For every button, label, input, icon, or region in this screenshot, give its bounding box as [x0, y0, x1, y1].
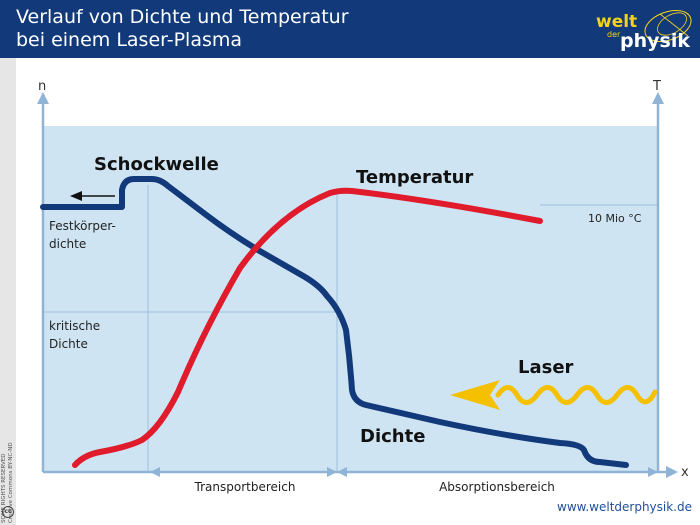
- page-title-line-2: bei einem Laser-Plasma: [16, 29, 243, 51]
- density-curve: [40, 176, 629, 468]
- absorption-region-left-arrow-icon: [337, 467, 347, 477]
- header-bar: Verlauf von Dichte und Temperatur bei ei…: [0, 0, 700, 58]
- transport-region-label: Transportbereich: [194, 480, 296, 494]
- shockwave-arrow-head-icon: [70, 191, 82, 201]
- laser-arrow-icon: [450, 380, 500, 410]
- cc-icon[interactable]: cc: [2, 506, 14, 518]
- transport-region-left-arrow-icon: [150, 467, 160, 477]
- left-axis-arrow-icon: [37, 92, 49, 104]
- critical-density-label-line-2: Dichte: [49, 337, 88, 351]
- diagram-background: [43, 126, 658, 472]
- axis-right-label: T: [652, 79, 661, 94]
- laser-wave: [495, 385, 658, 405]
- logo-text-physik: physik: [620, 30, 690, 52]
- shockwave-label: Schockwelle: [94, 154, 219, 175]
- laser-label: Laser: [518, 357, 574, 378]
- page-title-line-1: Verlauf von Dichte und Temperatur: [16, 6, 349, 28]
- solid-density-label-line-1: Festkörper-: [49, 219, 116, 233]
- transport-region-right-arrow-icon: [327, 467, 337, 477]
- axis-x-label: x: [681, 465, 689, 480]
- absorption-region-right-arrow-icon: [648, 467, 658, 477]
- critical-density-label-line-1: kritische: [49, 319, 100, 333]
- license-strip: [0, 58, 16, 525]
- absorption-region-label: Absorptionsbereich: [439, 480, 555, 494]
- welt-der-physik-logo[interactable]: welt der physik: [588, 2, 696, 56]
- logo-text-welt: welt: [596, 12, 638, 32]
- right-axis-arrow-icon: [652, 92, 664, 104]
- axis-left-label: n: [38, 79, 46, 94]
- temperature-level-label: 10 Mio °C: [588, 212, 642, 225]
- temperature-curve-label: Temperatur: [356, 167, 473, 188]
- logo-orbit-icon: [644, 9, 692, 43]
- density-curve-label: Dichte: [360, 426, 425, 447]
- x-axis-arrow-icon: [666, 466, 678, 478]
- footer-url-link[interactable]: www.weltderphysik.de: [557, 500, 692, 514]
- solid-density-label-line-2: dichte: [49, 237, 86, 251]
- logo-text-der: der: [607, 30, 621, 39]
- temperature-curve: [72, 187, 543, 468]
